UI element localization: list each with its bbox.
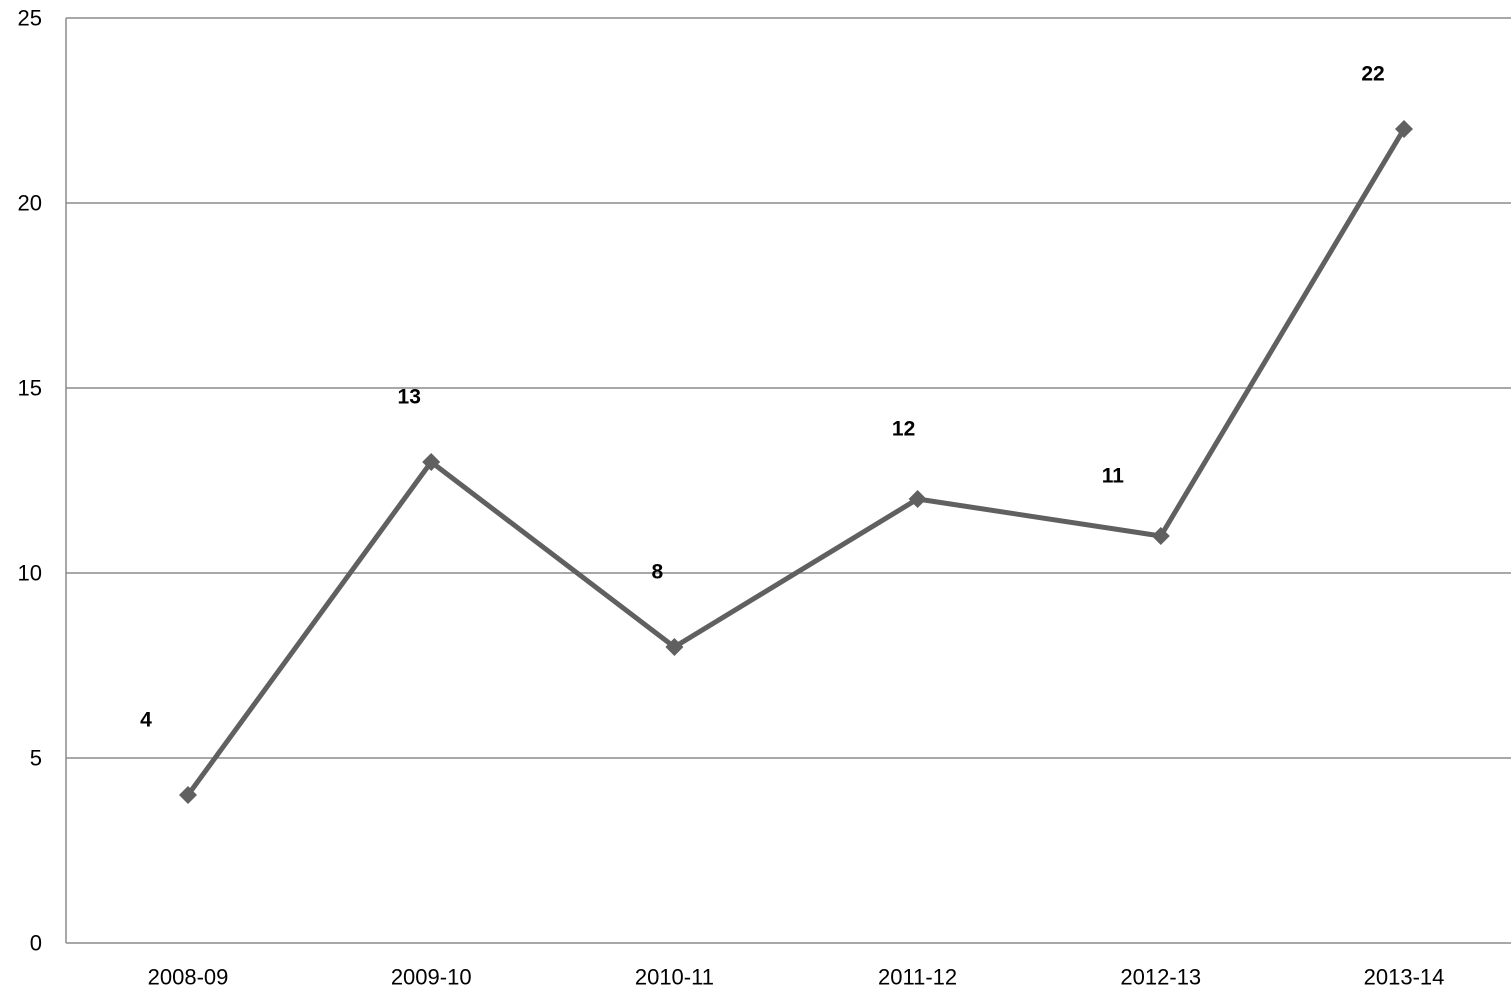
series-line xyxy=(185,126,1407,798)
data-point-2010-11 xyxy=(665,638,684,656)
data-point-2012-13 xyxy=(1151,527,1170,545)
y-tick-label-10: 10 xyxy=(18,561,42,586)
data-point-2009-10 xyxy=(422,453,441,471)
y-tick-label-5: 5 xyxy=(30,746,42,771)
y-tick-label-0: 0 xyxy=(30,931,42,956)
y-tick-label-20: 20 xyxy=(18,191,42,216)
x-tick-label-2009-10: 2009-10 xyxy=(391,965,472,990)
data-label-2011-12: 12 xyxy=(892,418,915,441)
data-series xyxy=(179,120,1413,804)
x-tick-label-2010-11: 2010-11 xyxy=(635,965,714,990)
data-point-2011-12 xyxy=(908,490,927,508)
data-label-2010-11: 8 xyxy=(652,561,664,584)
data-label-2009-10: 13 xyxy=(398,386,421,409)
y-tick-label-15: 15 xyxy=(18,376,42,401)
x-tick-label-2011-12: 2011-12 xyxy=(878,965,957,990)
y-tick-label-25: 25 xyxy=(18,6,42,31)
data-point-2008-09 xyxy=(179,786,197,804)
data-labels: 4 13 8 12 11 22 xyxy=(140,63,1385,732)
data-label-2013-14: 22 xyxy=(1361,63,1384,86)
x-tick-label-2008-09: 2008-09 xyxy=(148,965,229,990)
x-tick-label-2012-13: 2012-13 xyxy=(1120,965,1201,990)
x-axis-tick-labels: 2008-09 2009-10 2010-11 2011-12 2012-13 2013-… xyxy=(148,965,1445,990)
gridlines xyxy=(66,17,1511,759)
axes xyxy=(65,18,1511,944)
x-tick-label-2013-14: 2013-14 xyxy=(1364,965,1445,990)
data-label-2008-09: 4 xyxy=(140,709,152,732)
y-axis-tick-labels: 0 5 10 15 20 25 xyxy=(18,6,42,956)
data-label-2012-13: 11 xyxy=(1102,465,1125,488)
data-point-2013-14 xyxy=(1395,120,1413,138)
